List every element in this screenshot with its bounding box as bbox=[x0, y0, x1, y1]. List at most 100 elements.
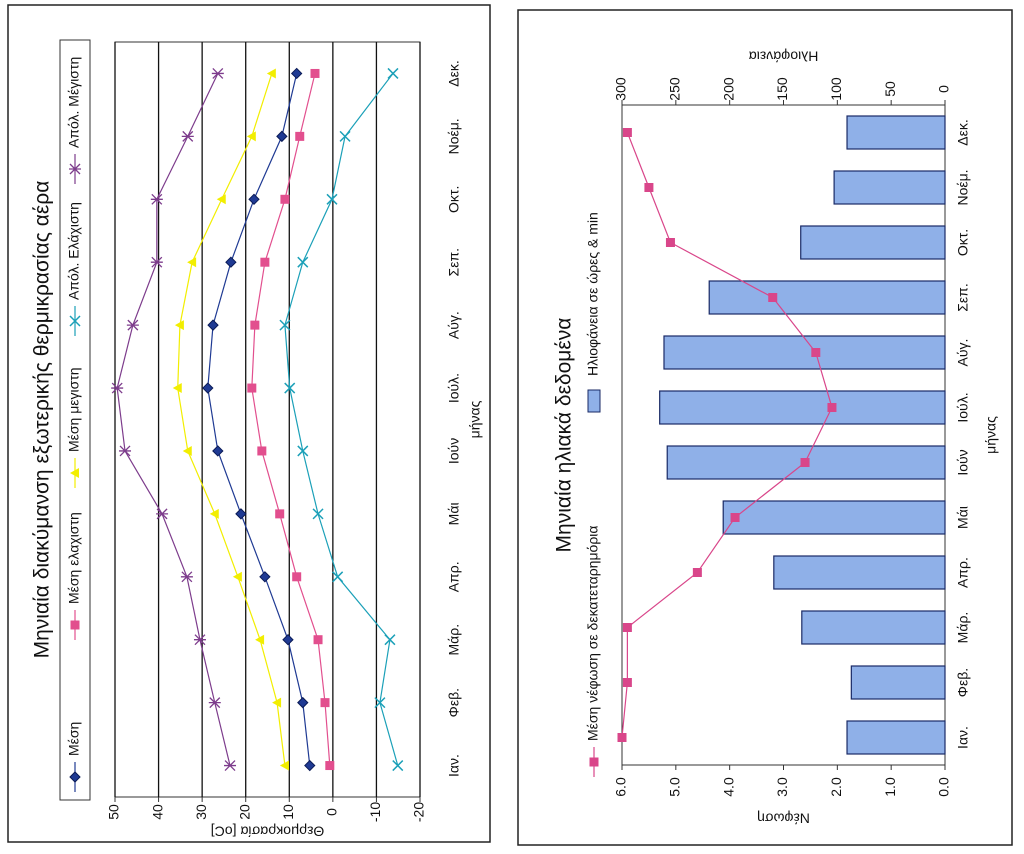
marker bbox=[248, 193, 260, 205]
marker bbox=[392, 760, 404, 772]
marker bbox=[282, 634, 294, 646]
marker bbox=[259, 571, 271, 583]
marker bbox=[297, 256, 309, 268]
marker bbox=[211, 67, 224, 79]
chart-title: Μηνιαία διακύμανση εξωτερικής θερμικρασί… bbox=[31, 181, 54, 659]
y2-tick-label: 250 bbox=[667, 77, 683, 101]
data-line bbox=[284, 73, 399, 766]
bar bbox=[846, 720, 946, 755]
marker bbox=[622, 678, 632, 687]
legend-swatch bbox=[587, 389, 601, 413]
y2-tick-label: 100 bbox=[828, 77, 844, 101]
marker bbox=[320, 698, 330, 708]
data-line bbox=[621, 132, 833, 738]
legend-label: Μέση νέφωση σε δεκατεταρημόρια bbox=[585, 526, 601, 741]
marker bbox=[182, 445, 192, 456]
chart-frame bbox=[7, 4, 491, 843]
chart-frame bbox=[517, 9, 1013, 846]
legend-marker bbox=[69, 315, 81, 327]
x-axis-title: μήνας bbox=[467, 400, 483, 438]
legend-marker bbox=[69, 771, 81, 783]
x-tick-label: Σεπ. bbox=[955, 283, 971, 311]
y-tick-label: -20 bbox=[411, 802, 427, 822]
marker bbox=[266, 68, 276, 79]
x-tick-label: Μάι bbox=[955, 506, 971, 529]
marker bbox=[312, 508, 324, 520]
marker bbox=[326, 193, 338, 205]
legend-label: Ηλιοφάνεια σε ώρες & min bbox=[585, 212, 601, 376]
marker bbox=[172, 383, 182, 394]
marker bbox=[180, 571, 193, 583]
legend-marker bbox=[589, 757, 599, 767]
marker bbox=[800, 458, 810, 467]
x-tick-label: Νοέμ. bbox=[446, 118, 462, 154]
y-tick-label: -10 bbox=[367, 802, 383, 822]
marker bbox=[126, 319, 139, 331]
chart: Μηνιαία ηλιακά δεδομένα 6.0 5.0 4.0 3.0 2.0 1.… bbox=[553, 48, 999, 826]
marker bbox=[119, 445, 132, 457]
bar bbox=[850, 665, 946, 700]
marker bbox=[111, 382, 124, 394]
x-tick-label: Ιούλ. bbox=[955, 392, 971, 422]
marker bbox=[313, 635, 323, 645]
legend-label: Μέση μεγιστη bbox=[66, 367, 82, 452]
legend-label: Μέση ελαχιστη bbox=[66, 512, 82, 604]
x-tick-label: Αύγ. bbox=[446, 311, 462, 339]
marker bbox=[622, 128, 632, 137]
legend-label: Απόλ. Μέγιστη bbox=[66, 57, 82, 148]
x-tick-label: Φεβ. bbox=[446, 688, 462, 717]
x-tick-label: Οκτ. bbox=[955, 229, 971, 256]
y-tick-label: 10 bbox=[280, 804, 296, 820]
y-axis-title: Νέφωση bbox=[757, 810, 810, 826]
marker bbox=[255, 634, 265, 645]
marker bbox=[150, 193, 163, 205]
marker bbox=[209, 508, 219, 519]
legend-label: Μέση bbox=[66, 722, 82, 756]
marker bbox=[280, 194, 290, 204]
marker bbox=[384, 634, 396, 646]
x-tick-label: Οκτ. bbox=[446, 186, 462, 213]
marker bbox=[235, 508, 247, 520]
bar bbox=[663, 335, 946, 370]
data-line bbox=[116, 73, 231, 766]
x-tick-label: Αύγ. bbox=[955, 339, 971, 367]
marker bbox=[272, 697, 282, 708]
y2-tick-label: 0 bbox=[936, 85, 952, 93]
marker bbox=[284, 382, 296, 394]
chart-title: Μηνιαία ηλιακά δεδομένα bbox=[553, 318, 576, 553]
bar bbox=[773, 555, 946, 590]
bar bbox=[801, 610, 946, 645]
y-tick-label: 3.0 bbox=[774, 777, 790, 797]
marker bbox=[304, 759, 316, 772]
y-tick-label: 0.0 bbox=[936, 777, 952, 797]
marker bbox=[297, 696, 309, 709]
x-tick-label: Μάι bbox=[446, 502, 462, 525]
legend-marker bbox=[70, 468, 79, 478]
y2-tick-label: 150 bbox=[774, 77, 790, 101]
marker bbox=[150, 256, 163, 268]
marker bbox=[644, 183, 654, 192]
bar bbox=[722, 500, 946, 535]
marker bbox=[297, 445, 309, 457]
marker bbox=[295, 131, 305, 141]
bar bbox=[833, 170, 946, 205]
x-tick-label: Απρ. bbox=[955, 557, 971, 588]
data-line bbox=[177, 73, 286, 766]
y2-tick-label: 50 bbox=[882, 81, 898, 97]
x-tick-label: Απρ. bbox=[446, 561, 462, 592]
legend bbox=[580, 55, 608, 785]
marker bbox=[276, 130, 288, 143]
y-tick-label: 20 bbox=[236, 804, 252, 820]
marker bbox=[622, 623, 632, 632]
marker bbox=[232, 571, 242, 582]
y2-axis-title: Ηλιοφάνεια bbox=[749, 48, 819, 64]
marker bbox=[617, 733, 627, 742]
y-tick-label: 4.0 bbox=[720, 777, 736, 797]
y-tick-label: 40 bbox=[149, 804, 165, 820]
x-tick-label: Ιαν. bbox=[446, 754, 462, 777]
marker bbox=[246, 131, 256, 142]
bar bbox=[846, 115, 946, 150]
marker bbox=[374, 697, 386, 709]
y-tick-label: 1.0 bbox=[882, 777, 898, 797]
